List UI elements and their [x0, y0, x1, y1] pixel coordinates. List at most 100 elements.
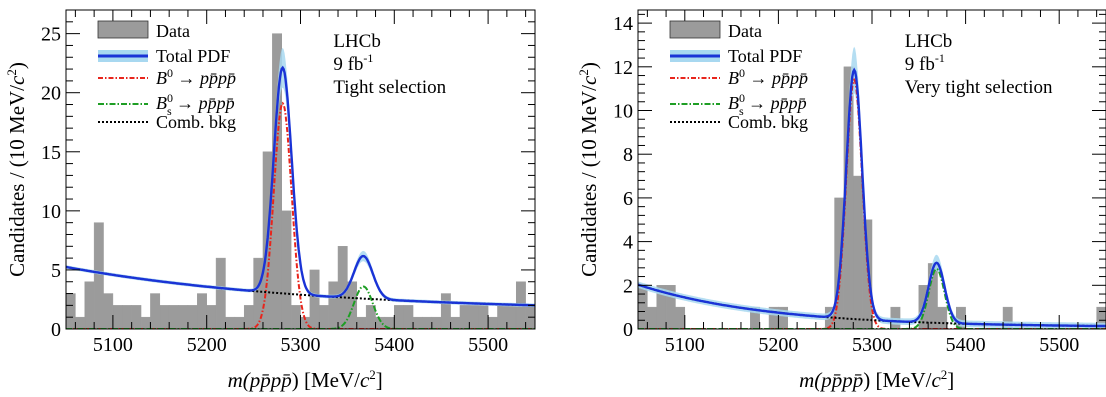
x-axis-label: m(pp̄pp̄) [MeV/c2]: [228, 367, 383, 392]
data-bar: [853, 175, 863, 329]
data-bar: [487, 316, 498, 329]
y-tick-label: 10: [613, 101, 633, 123]
luminosity-value: 9 fb: [905, 54, 935, 75]
data-bar: [290, 305, 301, 329]
y-tick-label: 6: [623, 188, 633, 210]
data-bar: [1002, 306, 1013, 329]
data-bar: [103, 293, 114, 329]
legend-b0-rest: → pp̄pp̄: [173, 68, 236, 88]
legend-label-bs: B0 s → pp̄pp̄: [728, 91, 807, 118]
y-tick-label: 25: [41, 24, 61, 46]
luminosity-exp: -1: [363, 51, 373, 65]
luminosity-value: 9 fb: [333, 54, 363, 75]
legend-bs-rest: → pp̄pp̄: [172, 93, 235, 113]
bkg-component: [66, 266, 535, 307]
data-bar: [328, 281, 339, 329]
legend-swatch-data: [97, 20, 149, 39]
y-tick-label: 2: [623, 275, 633, 297]
data-bar: [440, 293, 451, 329]
x-axis-label-particles: pp̄pp̄: [819, 368, 863, 392]
data-bar: [159, 305, 170, 329]
data-bar: [281, 210, 292, 329]
y-tick-label: 8: [623, 144, 633, 166]
data-bar: [647, 306, 657, 329]
x-axis-label-end: ]: [376, 368, 383, 392]
legend-b0-rest: → pp̄pp̄: [745, 68, 808, 88]
x-tick-label: 5500: [1039, 334, 1079, 356]
data-bar: [478, 305, 489, 329]
y-axis-label-main: Candidates / (10 MeV/: [577, 85, 601, 277]
data-bar: [459, 305, 470, 329]
data-bar: [356, 316, 367, 329]
x-tick-label: 5200: [758, 334, 798, 356]
data-bar: [1096, 306, 1106, 329]
data-bar: [862, 219, 873, 329]
legend-bs-sup: 0: [739, 91, 745, 105]
x-axis-label-units: ) [MeV/: [292, 368, 360, 392]
x-tick-label: 5500: [468, 334, 508, 356]
legend-bs-sub: s: [739, 104, 744, 118]
x-tick-label: 5300: [281, 334, 321, 356]
total-pdf-curve: [638, 67, 1106, 328]
legend-bs-sym: B: [156, 93, 167, 113]
data-bar: [638, 285, 648, 329]
luminosity-label: 9 fb-1: [333, 51, 373, 75]
data-bar: [112, 305, 123, 329]
x-axis-label-particles: pp̄pp̄: [248, 368, 292, 392]
x-tick-label: 5200: [187, 334, 227, 356]
legend-bs-sym: B: [728, 93, 739, 113]
data-bar: [506, 305, 517, 329]
y-tick-label: 0: [51, 319, 61, 341]
x-tick-label: 5100: [93, 334, 133, 356]
data-bar: [66, 293, 76, 329]
y-axis-label-end: ): [577, 62, 601, 69]
data-bar: [675, 306, 686, 329]
plot-area: [638, 46, 1106, 329]
data-bar: [412, 316, 423, 329]
x-axis-label-c: c: [931, 368, 941, 392]
x-axis-label-m: m(: [799, 368, 823, 392]
data-bar: [206, 305, 217, 329]
x-tick-label: 5400: [946, 334, 986, 356]
data-bar: [93, 222, 104, 329]
data-bar: [234, 316, 245, 329]
legend-label-total: Total PDF: [156, 46, 230, 66]
y-axis-label-c: c: [577, 75, 601, 85]
experiment-label: LHCb: [333, 31, 381, 52]
y-tick-label: 12: [613, 57, 633, 79]
data-bar: [140, 316, 151, 329]
legend-label-bkg: Comb. bkg: [156, 112, 236, 132]
data-bar: [84, 281, 95, 329]
data-bar: [131, 305, 142, 329]
plot-area: [66, 33, 535, 329]
x-axis-label: m(pp̄pp̄) [MeV/c2]: [799, 367, 954, 392]
x-axis-label-m: m(: [228, 368, 252, 392]
data-bar: [431, 316, 442, 329]
x-axis-label-end: ]: [947, 368, 954, 392]
legend-b0-sup: 0: [739, 66, 745, 80]
x-axis-label-sup: 2: [941, 367, 948, 382]
luminosity-exp: -1: [935, 51, 945, 65]
data-bar: [225, 316, 236, 329]
data-bar: [937, 306, 948, 329]
total-pdf-curve: [66, 65, 535, 307]
y-axis-label-main: Candidates / (10 MeV/: [5, 85, 29, 277]
legend-bs-sub: s: [167, 104, 172, 118]
legend-bs-rest: → pp̄pp̄: [744, 93, 807, 113]
y-tick-label: 4: [623, 232, 633, 254]
y-axis-label: Candidates / (10 MeV/c2): [576, 62, 601, 277]
legend-label-total: Total PDF: [728, 46, 802, 66]
b0-component: [66, 101, 535, 329]
data-bar: [319, 305, 329, 329]
y-tick-label: 15: [41, 142, 61, 164]
x-axis-label-units: ) [MeV/: [863, 368, 931, 392]
experiment-label: LHCb: [905, 31, 953, 52]
data-bar: [243, 305, 254, 329]
data-bar: [215, 257, 226, 329]
legend-label-data: Data: [156, 21, 190, 41]
data-bar: [178, 305, 189, 329]
x-axis-label-c: c: [360, 368, 370, 392]
